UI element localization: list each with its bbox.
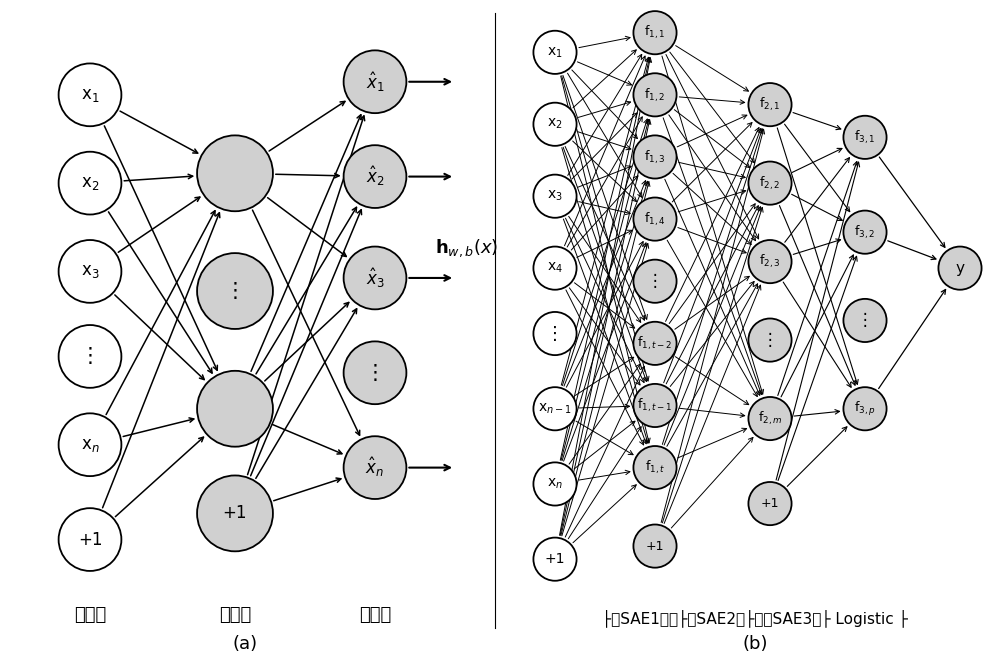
Text: x$_3$: x$_3$ <box>81 262 99 281</box>
Circle shape <box>748 162 792 205</box>
Circle shape <box>843 116 887 159</box>
Text: ├－SAE1－－├－SAE2－├－－SAE3－├ Logistic ├: ├－SAE1－－├－SAE2－├－－SAE3－├ Logistic ├ <box>602 609 908 627</box>
Circle shape <box>59 508 121 571</box>
Circle shape <box>533 103 577 146</box>
Text: y: y <box>956 261 964 275</box>
Circle shape <box>59 325 121 388</box>
Text: 输出层: 输出层 <box>359 606 391 624</box>
Text: f$_{1,t-2}$: f$_{1,t-2}$ <box>637 335 673 352</box>
Text: 输入层: 输入层 <box>74 606 106 624</box>
Text: 中间层: 中间层 <box>219 606 251 624</box>
Text: +1: +1 <box>646 540 664 553</box>
Text: ⋮: ⋮ <box>365 363 385 383</box>
Text: f$_{1,2}$: f$_{1,2}$ <box>644 86 666 103</box>
Text: f$_{3,2}$: f$_{3,2}$ <box>854 224 876 241</box>
Circle shape <box>533 175 577 218</box>
Circle shape <box>197 475 273 551</box>
Text: x$_n$: x$_n$ <box>547 477 563 491</box>
Circle shape <box>633 525 677 568</box>
Circle shape <box>533 312 577 355</box>
Text: f$_{1,t-1}$: f$_{1,t-1}$ <box>637 397 673 414</box>
Circle shape <box>843 211 887 254</box>
Text: f$_{2,2}$: f$_{2,2}$ <box>759 175 781 192</box>
Text: ⋮: ⋮ <box>857 311 873 330</box>
Text: f$_{2,m}$: f$_{2,m}$ <box>758 410 782 427</box>
Circle shape <box>748 318 792 362</box>
Circle shape <box>633 73 677 116</box>
Circle shape <box>197 371 273 447</box>
Text: ⋮: ⋮ <box>647 272 663 290</box>
Text: $\hat{x}_n$: $\hat{x}_n$ <box>365 456 385 479</box>
Circle shape <box>633 384 677 427</box>
Text: f$_{1,3}$: f$_{1,3}$ <box>644 148 666 165</box>
Circle shape <box>344 436 406 499</box>
Circle shape <box>633 11 677 54</box>
Text: x$_2$: x$_2$ <box>547 117 563 131</box>
Circle shape <box>59 240 121 303</box>
Text: x$_{n-1}$: x$_{n-1}$ <box>538 402 572 416</box>
Circle shape <box>197 135 273 211</box>
Circle shape <box>748 482 792 525</box>
Text: (a): (a) <box>232 635 258 653</box>
Circle shape <box>843 299 887 342</box>
Circle shape <box>748 240 792 283</box>
Text: $\hat{x}_3$: $\hat{x}_3$ <box>366 266 384 290</box>
Text: f$_{2,1}$: f$_{2,1}$ <box>759 96 781 113</box>
Text: f$_{3,1}$: f$_{3,1}$ <box>854 129 876 146</box>
Text: $\hat{x}_1$: $\hat{x}_1$ <box>366 70 384 94</box>
Circle shape <box>633 260 677 303</box>
Circle shape <box>633 135 677 179</box>
Text: ⋮: ⋮ <box>546 324 564 343</box>
Text: $\hat{x}_2$: $\hat{x}_2$ <box>366 165 384 188</box>
Circle shape <box>633 322 677 365</box>
Text: x$_4$: x$_4$ <box>547 261 563 275</box>
Text: x$_1$: x$_1$ <box>81 86 99 104</box>
Circle shape <box>633 446 677 489</box>
Text: ⋮: ⋮ <box>80 347 100 366</box>
Circle shape <box>344 341 406 404</box>
Text: f$_{2,3}$: f$_{2,3}$ <box>759 253 781 270</box>
Circle shape <box>59 152 121 215</box>
Circle shape <box>843 387 887 430</box>
Text: ⋮: ⋮ <box>762 331 778 349</box>
Text: x$_1$: x$_1$ <box>547 45 563 60</box>
Circle shape <box>533 387 577 430</box>
Text: f$_{1,1}$: f$_{1,1}$ <box>644 24 666 41</box>
Text: ⋮: ⋮ <box>225 281 245 301</box>
Text: +1: +1 <box>78 530 102 549</box>
Circle shape <box>344 145 406 208</box>
Circle shape <box>633 198 677 241</box>
Text: +1: +1 <box>761 497 779 510</box>
Circle shape <box>344 247 406 309</box>
Text: $\mathbf{h}_{w,b}(x)$: $\mathbf{h}_{w,b}(x)$ <box>435 237 498 260</box>
Circle shape <box>748 83 792 126</box>
Circle shape <box>533 31 577 74</box>
Circle shape <box>533 247 577 290</box>
Circle shape <box>748 397 792 440</box>
Text: +1: +1 <box>545 552 565 566</box>
Text: x$_3$: x$_3$ <box>547 189 563 203</box>
Text: (b): (b) <box>742 635 768 653</box>
Text: x$_n$: x$_n$ <box>81 436 99 454</box>
Circle shape <box>533 538 577 581</box>
Circle shape <box>59 413 121 476</box>
Text: f$_{1,4}$: f$_{1,4}$ <box>644 211 666 228</box>
Text: +1: +1 <box>223 504 247 523</box>
Text: f$_{1,t}$: f$_{1,t}$ <box>645 459 665 476</box>
Text: f$_{3,p}$: f$_{3,p}$ <box>854 400 876 418</box>
Circle shape <box>59 63 121 126</box>
Circle shape <box>938 247 982 290</box>
Circle shape <box>344 50 406 113</box>
Text: x$_2$: x$_2$ <box>81 174 99 192</box>
Circle shape <box>197 253 273 329</box>
Circle shape <box>533 462 577 506</box>
